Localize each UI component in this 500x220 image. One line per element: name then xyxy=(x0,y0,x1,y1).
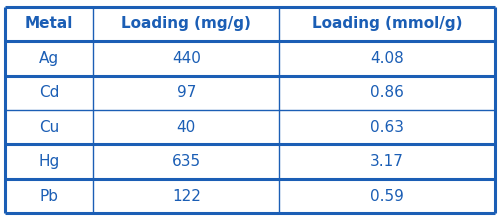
Text: 0.59: 0.59 xyxy=(370,189,404,204)
Text: 0.63: 0.63 xyxy=(370,120,404,135)
Text: 4.08: 4.08 xyxy=(370,51,404,66)
Text: Ag: Ag xyxy=(39,51,59,66)
Text: 40: 40 xyxy=(176,120,196,135)
Text: 122: 122 xyxy=(172,189,201,204)
Text: 635: 635 xyxy=(172,154,201,169)
Text: Hg: Hg xyxy=(38,154,60,169)
Text: 97: 97 xyxy=(176,85,196,100)
Text: Cu: Cu xyxy=(39,120,59,135)
Text: Cd: Cd xyxy=(39,85,60,100)
Text: 3.17: 3.17 xyxy=(370,154,404,169)
Text: 440: 440 xyxy=(172,51,201,66)
Text: Pb: Pb xyxy=(40,189,58,204)
Text: Metal: Metal xyxy=(25,16,74,31)
Text: 0.86: 0.86 xyxy=(370,85,404,100)
Text: Loading (mg/g): Loading (mg/g) xyxy=(122,16,251,31)
Text: Loading (mmol/g): Loading (mmol/g) xyxy=(312,16,462,31)
